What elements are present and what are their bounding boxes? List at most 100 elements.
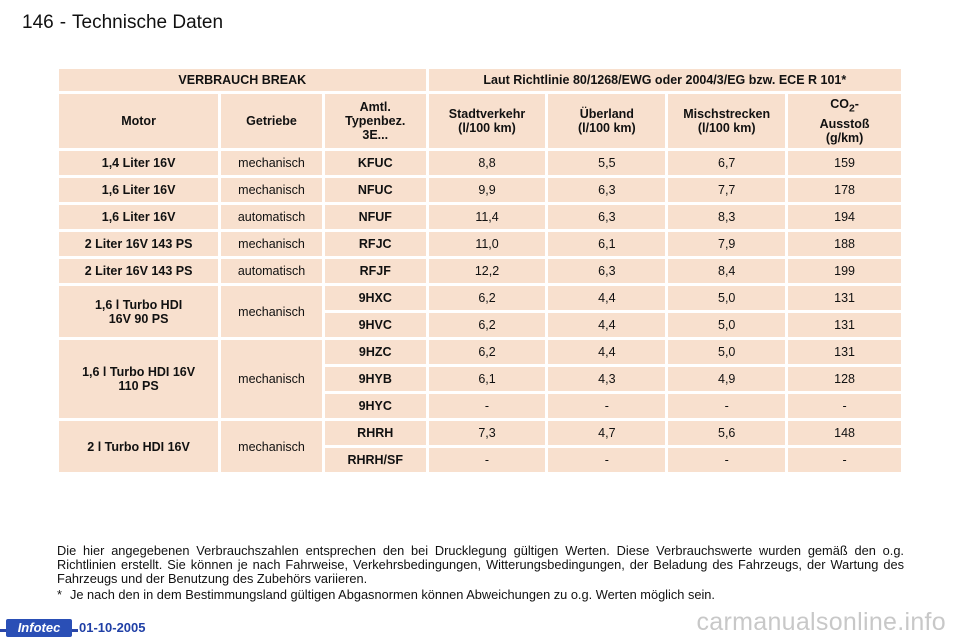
cell-type-code: KFUC [324,151,426,175]
cell-co2: - [788,394,901,418]
cell-city: 11,0 [428,232,546,256]
table-row: 2 l Turbo HDI 16V mechanisch RHRH 7,3 4,… [59,421,901,472]
column-header-mixed: Mischstrecken (l/100 km) [668,94,786,148]
cell-type-code: 9HZC [324,340,426,364]
table-row: 2 Liter 16V 143 PS automatisch RFJF 12,2… [59,259,901,283]
cell-rural: 4,7 [548,421,666,445]
cell-type-code: 9HXC [324,286,426,310]
cell-city: - [428,394,546,418]
cell-gearbox: mechanisch [221,421,322,472]
footer: Infotec 01-10-2005 [0,619,960,640]
cell-type-code: NFUF [324,205,426,229]
cell-city: 7,3 [428,421,546,445]
column-header-co2: CO2- Ausstoß (g/km) [788,94,901,148]
page-title: Technische Daten [72,12,224,33]
cell-mixed: 5,0 [668,313,786,337]
cell-city: 6,2 [428,313,546,337]
cell-co2: 199 [788,259,901,283]
cell-mixed: 8,3 [668,205,786,229]
consumption-table: VERBRAUCH BREAK Laut Richtlinie 80/1268/… [56,66,904,475]
table-row: RHRH/SF - - - - [59,448,901,472]
cell-type-code: RFJC [324,232,426,256]
cell-co2: 128 [788,367,901,391]
column-header-motor: Motor [59,94,219,148]
cell-rural: 4,4 [548,286,666,310]
footer-date: 01-10-2005 [79,620,146,635]
cell-rural: 6,3 [548,205,666,229]
cell-type-code: NFUC [324,178,426,202]
footnote-text: Je nach den in dem Bestimmungsland gülti… [69,587,715,602]
cell-co2: 131 [788,286,901,310]
column-header-city: Stadtverkehr (l/100 km) [428,94,546,148]
cell-motor: 1,6 l Turbo HDI 16V 90 PS [59,286,219,337]
cell-co2: 159 [788,151,901,175]
table-column-header: Motor Getriebe Amtl. Typenbez. 3E... Stadt… [59,94,901,148]
consumption-note: Die hier angegebenen Verbrauchszahlen en… [57,543,904,586]
page-header: 146- Technische Daten [22,12,223,34]
group-header-consumption: VERBRAUCH BREAK [59,69,426,91]
table-group-header: VERBRAUCH BREAK Laut Richtlinie 80/1268/… [59,69,901,91]
footnote: * Je nach den in dem Bestimmungsland gült… [57,587,904,602]
cell-mixed: 5,0 [668,340,786,364]
cell-mixed: 7,7 [668,178,786,202]
cell-type-code: 9HYC [324,394,426,418]
cell-motor: 2 Liter 16V 143 PS [59,232,219,256]
cell-mixed: 8,4 [668,259,786,283]
cell-gearbox: automatisch [221,259,322,283]
cell-rural: 6,1 [548,232,666,256]
cell-mixed: 5,6 [668,421,786,445]
table-row: 9HYC - - - - [59,394,901,418]
cell-gearbox: mechanisch [221,340,322,418]
cell-co2: 188 [788,232,901,256]
cell-motor: 1,6 Liter 16V [59,178,219,202]
cell-city: 6,2 [428,286,546,310]
footnote-mark: * [57,587,62,602]
cell-rural: - [548,394,666,418]
table-row: 1,6 Liter 16V automatisch NFUF 11,4 6,3 … [59,205,901,229]
column-header-gearbox: Getriebe [221,94,322,148]
cell-motor: 2 Liter 16V 143 PS [59,259,219,283]
table-row: 9HYB 6,1 4,3 4,9 128 [59,367,901,391]
cell-co2: 131 [788,313,901,337]
column-header-type: Amtl. Typenbez. 3E... [324,94,426,148]
cell-co2: 194 [788,205,901,229]
cell-type-code: RHRH/SF [324,448,426,472]
cell-mixed: - [668,448,786,472]
cell-motor: 1,4 Liter 16V [59,151,219,175]
page-number: 146 [22,12,54,33]
cell-co2: 131 [788,340,901,364]
table-row: 1,6 Liter 16V mechanisch NFUC 9,9 6,3 7,… [59,178,901,202]
infotec-logo: Infotec [6,619,72,637]
group-header-directive: Laut Richtlinie 80/1268/EWG oder 2004/3/… [428,69,901,91]
cell-mixed: - [668,394,786,418]
cell-gearbox: mechanisch [221,151,322,175]
table-row: 1,6 l Turbo HDI 16V 110 PS mechanisch 9HZ… [59,340,901,418]
cell-city: 11,4 [428,205,546,229]
cell-city: 9,9 [428,178,546,202]
cell-mixed: 5,0 [668,286,786,310]
cell-rural: - [548,448,666,472]
table-row: 2 Liter 16V 143 PS mechanisch RFJC 11,0 … [59,232,901,256]
cell-gearbox: mechanisch [221,232,322,256]
cell-city: 8,8 [428,151,546,175]
cell-city: 6,1 [428,367,546,391]
cell-mixed: 4,9 [668,367,786,391]
table-row: 9HVC 6,2 4,4 5,0 131 [59,313,901,337]
cell-mixed: 7,9 [668,232,786,256]
cell-rural: 6,3 [548,259,666,283]
cell-rural: 4,3 [548,367,666,391]
watermark: carmanualsonline.info [696,608,946,636]
cell-motor: 2 l Turbo HDI 16V [59,421,219,472]
cell-type-code: 9HYB [324,367,426,391]
cell-gearbox: mechanisch [221,286,322,337]
cell-co2: 178 [788,178,901,202]
cell-co2: 148 [788,421,901,445]
column-header-rural: Überland (l/100 km) [548,94,666,148]
table-row: 1,6 l Turbo HDI 16V 90 PS mechanisch 9HXC… [59,286,901,337]
cell-rural: 4,4 [548,313,666,337]
cell-rural: 5,5 [548,151,666,175]
cell-gearbox: mechanisch [221,178,322,202]
cell-type-code: RFJF [324,259,426,283]
cell-motor: 1,6 l Turbo HDI 16V 110 PS [59,340,219,418]
consumption-table-wrapper: VERBRAUCH BREAK Laut Richtlinie 80/1268/… [56,66,904,475]
